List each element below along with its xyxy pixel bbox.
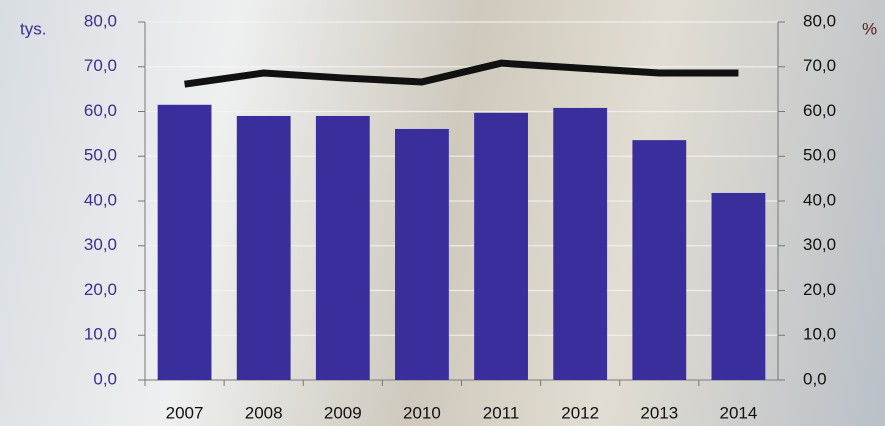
y-tick-label: 50,0 [84,146,117,165]
y2-tick-label: 10,0 [803,325,836,344]
y-tick-label: 40,0 [84,190,117,209]
y2-tick-label: 80,0 [803,11,836,30]
y-tick-label: 60,0 [84,101,117,120]
x-tick-label: 2008 [245,403,283,422]
x-tick-label: 2014 [720,403,758,422]
x-tick-label: 2013 [640,403,678,422]
y2-tick-label: 40,0 [803,190,836,209]
y-tick-label: 20,0 [84,280,117,299]
bar [395,128,449,380]
bar [236,115,291,380]
bar [632,140,687,380]
y2-axis-title: % [862,19,877,38]
bar [711,192,766,380]
y2-tick-label: 30,0 [803,235,836,254]
y-tick-label: 10,0 [84,325,117,344]
x-tick-label: 2011 [483,403,520,422]
y-tick-label: 70,0 [84,56,117,75]
y2-tick-label: 50,0 [803,146,836,165]
y2-tick-label: 70,0 [803,56,836,75]
y2-tick-label: 60,0 [803,101,836,120]
x-tick-label: 2007 [166,403,204,422]
x-tick-label: 2012 [561,403,599,422]
y2-tick-label: 0,0 [803,369,827,388]
y-tick-label: 80,0 [84,11,117,30]
y2-tick-label: 20,0 [803,280,836,299]
x-tick-label: 2009 [324,403,362,422]
y-axis-title: tys. [20,19,46,38]
y-tick-label: 30,0 [84,235,117,254]
bar [474,112,528,380]
y-tick-label: 0,0 [93,369,117,388]
x-tick-label: 2010 [403,403,441,422]
bar [315,115,370,380]
bar [157,104,212,380]
bar [553,107,608,381]
line [184,59,739,88]
